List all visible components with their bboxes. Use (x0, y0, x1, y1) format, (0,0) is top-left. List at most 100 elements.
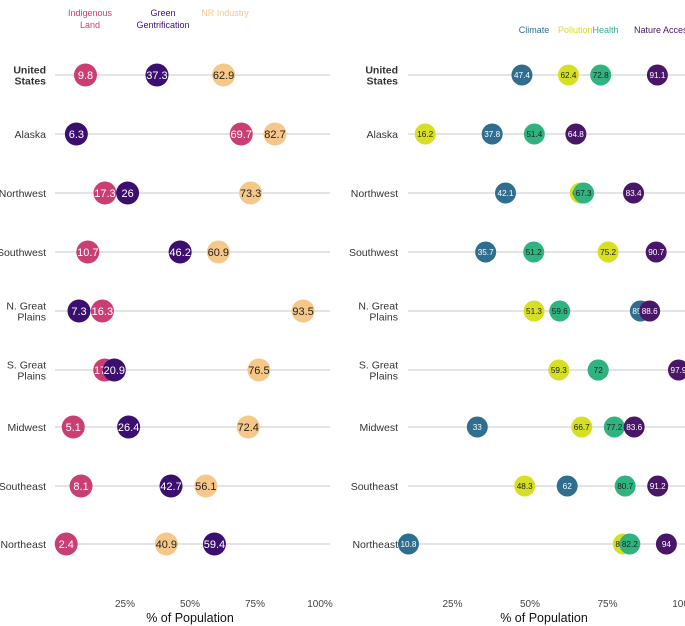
point-nature-access-midwest (623, 416, 645, 438)
point-climate-southeast (556, 475, 578, 497)
data-label-nature-access-southeast: 91.2 (650, 482, 666, 491)
point-health-alaska (523, 123, 545, 145)
data-label-green-gentrification-n-great-plains: 7.3 (71, 306, 86, 318)
point-nr-industry-n-great-plains (291, 299, 315, 323)
point-nature-access-southeast (647, 475, 669, 497)
region-label-northwest: Northwest (351, 188, 398, 200)
point-nr-industry-northeast (154, 532, 178, 556)
point-health-midwest (603, 416, 625, 438)
point-nr-industry-alaska (263, 122, 287, 146)
x-tick-100: 100% (672, 599, 685, 610)
data-label-nature-access-alaska: 64.8 (568, 130, 584, 139)
data-label-health-southwest: 51.2 (526, 248, 542, 257)
data-label-nature-access-southwest: 90.7 (648, 248, 664, 257)
data-label-green-gentrification-alaska: 6.3 (69, 129, 84, 141)
data-label-green-gentrification-united-states: 37.3 (146, 70, 167, 82)
point-nature-access-united-states (646, 64, 668, 86)
region-label-southeast: Southeast (351, 481, 398, 493)
data-label-nature-access-northwest: 83.4 (626, 189, 642, 198)
x-axis-title: % of Population (146, 611, 234, 625)
region-label-alaska: Alaska (14, 129, 46, 141)
point-green-gentrification-s-great-plains (102, 358, 126, 382)
data-label-indigenous-land-united-states: 9.8 (78, 70, 93, 82)
point-pollution-midwest (571, 416, 593, 438)
point-nr-industry-united-states (212, 63, 236, 87)
data-label-indigenous-land-northeast: 2.4 (59, 539, 74, 551)
point-climate-alaska (481, 123, 503, 145)
data-label-nature-access-n-great-plains: 88.6 (642, 307, 658, 316)
data-label-indigenous-land-alaska: 69.7 (231, 129, 252, 141)
point-nr-industry-southeast (194, 474, 218, 498)
region-label-midwest: Midwest (359, 422, 398, 434)
data-label-health-alaska: 51.4 (526, 130, 542, 139)
point-green-gentrification-northwest (116, 181, 140, 205)
legend-pollution-health: PollutionHealth (558, 25, 619, 35)
data-label-green-gentrification-northeast: 59.4 (204, 539, 225, 551)
region-label-northeast: Northeast (352, 539, 398, 551)
data-label-health-s-great-plains: 72 (594, 366, 604, 375)
point-nature-access-northeast (655, 533, 677, 555)
point-nature-access-s-great-plains (667, 359, 685, 381)
data-label-indigenous-land-northwest: 17.3 (94, 188, 115, 200)
region-label-southwest: Southwest (0, 247, 46, 259)
point-pollution-southwest (597, 241, 619, 263)
data-label-indigenous-land-southwest: 10.7 (77, 247, 98, 259)
point-green-gentrification-northeast (202, 532, 226, 556)
data-label-pollution-n-great-plains: 51.3 (526, 307, 542, 316)
x-tick-75: 75% (597, 599, 617, 610)
point-indigenous-land-northeast (54, 532, 78, 556)
data-label-pollution-midwest: 66.7 (574, 423, 590, 432)
data-label-indigenous-land-midwest: 5.1 (66, 422, 81, 434)
legend-indigenous-land: Indigenous Land (68, 8, 113, 30)
data-label-green-gentrification-s-great-plains: 20.9 (104, 365, 125, 377)
data-label-health-southeast: 80.7 (617, 482, 633, 491)
data-label-nr-industry-midwest: 72.4 (238, 422, 259, 434)
data-label-nr-industry-alaska: 82.7 (264, 129, 285, 141)
point-nr-industry-northwest (239, 181, 263, 205)
point-pollution-s-great-plains (548, 359, 570, 381)
point-indigenous-land-united-states (73, 63, 97, 87)
data-label-pollution-united-states: 62.4 (560, 71, 576, 80)
region-label-s-great-plains: S. Great Plains (359, 360, 398, 383)
data-label-nr-industry-united-states: 62.9 (213, 70, 234, 82)
point-nr-industry-southwest (206, 240, 230, 264)
data-label-green-gentrification-southeast: 42.7 (160, 481, 181, 493)
point-nature-access-southwest (645, 241, 667, 263)
data-label-pollution-southwest: 75.2 (600, 248, 616, 257)
data-label-health-united-states: 72.8 (593, 71, 609, 80)
data-label-green-gentrification-midwest: 26.4 (118, 422, 139, 434)
data-label-nr-industry-northwest: 73.3 (240, 188, 261, 200)
data-label-health-northwest: 67.3 (576, 189, 592, 198)
point-climate-midwest (466, 416, 488, 438)
legend-green-gentrification: Green Gentrification (136, 8, 189, 30)
point-health-southeast (614, 475, 636, 497)
data-label-health-n-great-plains: 59.6 (552, 307, 568, 316)
point-health-southwest (523, 241, 545, 263)
x-tick-25: 25% (442, 599, 462, 610)
region-label-northeast: Northeast (0, 539, 46, 551)
point-nature-access-n-great-plains (639, 300, 661, 322)
region-label-n-great-plains: N. Great Plains (358, 301, 398, 324)
point-green-gentrification-southwest (168, 240, 192, 264)
data-label-nr-industry-s-great-plains: 76.5 (248, 365, 269, 377)
point-climate-southwest (475, 241, 497, 263)
data-label-nature-access-midwest: 83.6 (626, 423, 642, 432)
legend-health: Health (593, 25, 619, 35)
point-nr-industry-midwest (236, 415, 260, 439)
data-label-nr-industry-n-great-plains: 93.5 (292, 306, 313, 318)
data-label-climate-northwest: 42.1 (498, 189, 514, 198)
point-pollution-southeast (514, 475, 536, 497)
point-nature-access-alaska (565, 123, 587, 145)
point-green-gentrification-midwest (117, 415, 141, 439)
data-label-nr-industry-southeast: 56.1 (195, 481, 216, 493)
point-green-gentrification-n-great-plains (67, 299, 91, 323)
point-health-united-states (590, 64, 612, 86)
region-label-s-great-plains: S. Great Plains (7, 360, 46, 383)
point-green-gentrification-southeast (159, 474, 183, 498)
region-label-united-states: United States (13, 65, 46, 88)
data-label-pollution-alaska: 16.2 (417, 130, 433, 139)
data-label-health-northeast: 82.2 (622, 540, 638, 549)
data-label-indigenous-land-southeast: 8.1 (73, 481, 88, 493)
point-health-s-great-plains (587, 359, 609, 381)
point-nature-access-northwest (623, 182, 645, 204)
